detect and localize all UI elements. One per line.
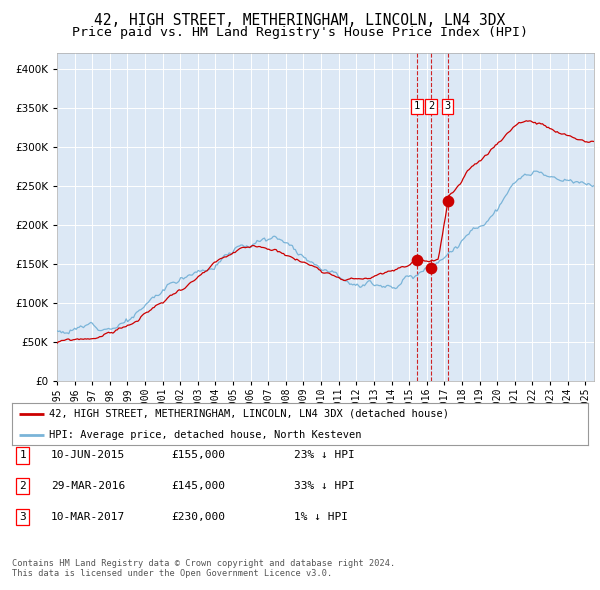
Text: £155,000: £155,000 (171, 451, 225, 460)
Text: 1: 1 (19, 451, 26, 460)
Text: 29-MAR-2016: 29-MAR-2016 (51, 481, 125, 491)
Point (426, 263, 436, 272)
Text: 2: 2 (428, 101, 434, 111)
Text: 23% ↓ HPI: 23% ↓ HPI (294, 451, 355, 460)
Text: 10-MAR-2017: 10-MAR-2017 (51, 512, 125, 522)
Text: 3: 3 (445, 101, 451, 111)
Text: 1: 1 (414, 101, 420, 111)
Text: 33% ↓ HPI: 33% ↓ HPI (294, 481, 355, 491)
Text: £230,000: £230,000 (171, 512, 225, 522)
Text: HPI: Average price, detached house, North Kesteven: HPI: Average price, detached house, Nort… (49, 430, 362, 440)
Text: £145,000: £145,000 (171, 481, 225, 491)
Text: 2: 2 (19, 481, 26, 491)
Text: This data is licensed under the Open Government Licence v3.0.: This data is licensed under the Open Gov… (12, 569, 332, 578)
Point (412, 255, 422, 264)
Text: 42, HIGH STREET, METHERINGHAM, LINCOLN, LN4 3DX (detached house): 42, HIGH STREET, METHERINGHAM, LINCOLN, … (49, 409, 449, 418)
Text: 42, HIGH STREET, METHERINGHAM, LINCOLN, LN4 3DX: 42, HIGH STREET, METHERINGHAM, LINCOLN, … (94, 13, 506, 28)
Text: 10-JUN-2015: 10-JUN-2015 (51, 451, 125, 460)
Text: 3: 3 (19, 512, 26, 522)
Text: Price paid vs. HM Land Registry's House Price Index (HPI): Price paid vs. HM Land Registry's House … (72, 26, 528, 39)
Point (443, 196, 452, 206)
Text: 1% ↓ HPI: 1% ↓ HPI (294, 512, 348, 522)
Text: Contains HM Land Registry data © Crown copyright and database right 2024.: Contains HM Land Registry data © Crown c… (12, 559, 395, 568)
